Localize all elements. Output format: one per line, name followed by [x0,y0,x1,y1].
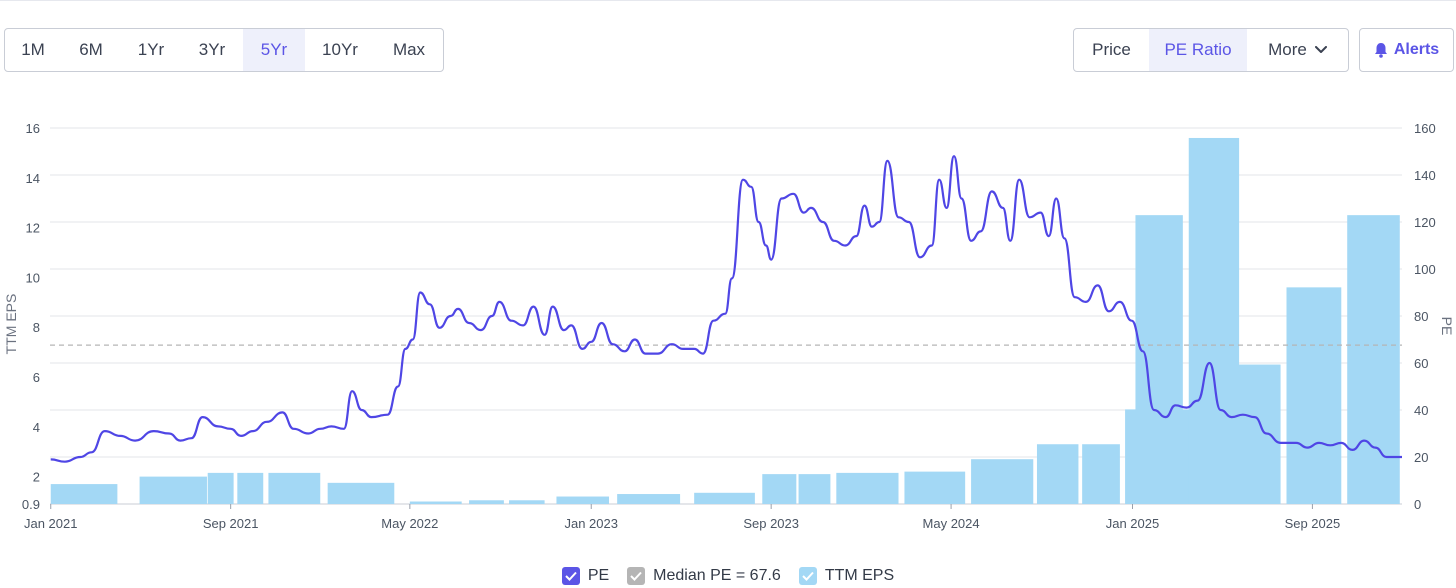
x-tick-label: Sep 2025 [1285,516,1341,531]
y-right-tick-label: 160 [1414,121,1436,136]
axis-labels: 0 20 40 60 80 100 120 140 160 0.9 2 4 6 8 10 12 14 16 Jan … [22,121,1436,531]
x-tick-label: Sep 2023 [743,516,799,531]
eps-bar[interactable] [509,500,545,504]
y-right-tick-label: 140 [1414,168,1436,183]
chart-legend: PE Median PE = 67.6 TTM EPS [0,564,1456,588]
eps-bar[interactable] [1347,215,1400,504]
legend-label-pe: PE [587,567,610,584]
range-10yr-button[interactable]: 10Yr [322,40,358,59]
y-left-tick-label: 8 [33,320,40,335]
y-right-tick-label: 120 [1414,215,1436,230]
eps-bar[interactable] [469,500,504,504]
chart-grid [50,127,1402,509]
top-divider [0,0,1456,1]
legend-item-median[interactable]: Median PE = 67.6 [627,567,781,585]
alerts-label: Alerts [1393,41,1440,58]
eps-bar[interactable] [836,472,899,504]
range-max-button[interactable]: Max [392,40,426,59]
x-tick-label: May 2024 [923,516,980,531]
x-tick-label: Jan 2023 [564,516,618,531]
eps-bars [50,137,1400,504]
chevron-down-icon [1314,46,1327,53]
eps-bar[interactable] [409,501,462,504]
eps-bar[interactable] [1082,444,1120,504]
bell-icon [1374,43,1387,58]
y-axis-left-title: TTM EPS [3,294,19,355]
price-view-button[interactable]: Price [1092,40,1131,59]
y-left-tick-label: 4 [33,420,40,435]
eps-bar[interactable] [798,474,831,504]
eps-bar[interactable] [1135,215,1183,504]
y-right-tick-label: 0 [1414,497,1421,512]
x-tick-label: Sep 2021 [203,516,259,531]
y-left-tick-label: 6 [33,370,40,385]
x-tick-label: May 2022 [381,516,438,531]
checkbox-checked-icon[interactable] [627,567,646,585]
chart-view-selector: Price PE Ratio More [1073,28,1349,72]
eps-bar[interactable] [50,484,118,504]
eps-bar[interactable] [694,492,755,504]
eps-bar[interactable] [762,474,797,504]
range-1yr-button[interactable]: 1Yr [137,40,165,59]
eps-bar[interactable] [1286,287,1342,504]
legend-item-pe[interactable]: PE [561,567,610,585]
y-left-tick-label: 12 [26,221,40,236]
y-right-tick-label: 80 [1414,309,1428,324]
pe-ratio-view-button[interactable]: PE Ratio [1149,29,1247,71]
pe-ratio-chart: 0 20 40 60 80 100 120 140 160 0.9 2 4 6 8 10 12 14 16 Jan … [3,121,1455,531]
more-label: More [1268,40,1307,59]
eps-bar[interactable] [327,482,395,504]
y-left-tick-label: 14 [26,171,40,186]
eps-bar[interactable] [904,471,966,504]
eps-bar[interactable] [617,494,681,504]
y-right-tick-label: 20 [1414,450,1428,465]
y-right-tick-label: 40 [1414,403,1428,418]
eps-bar[interactable] [971,459,1034,504]
y-right-tick-label: 60 [1414,356,1428,371]
time-range-selector: 1M 6M 1Yr 3Yr 5Yr 10Yr Max [4,28,444,72]
range-1m-button[interactable]: 1M [21,40,45,59]
range-3yr-button[interactable]: 3Yr [198,40,226,59]
x-tick-label: Jan 2025 [1106,516,1160,531]
pe-line [50,155,1402,463]
y-left-tick-label: 2 [33,470,40,485]
eps-bar[interactable] [1036,444,1079,504]
eps-bar[interactable] [237,472,264,504]
more-dropdown[interactable]: More [1247,29,1348,71]
range-6m-button[interactable]: 6M [79,40,103,59]
legend-label-eps: TTM EPS [824,567,895,584]
alerts-button[interactable]: Alerts [1359,28,1454,72]
legend-label-median: Median PE = 67.6 [653,567,781,584]
checkbox-checked-icon[interactable] [561,567,580,585]
y-axis-right-title: PE [1439,317,1455,336]
y-left-tick-label: 16 [26,121,40,136]
legend-item-eps[interactable]: TTM EPS [798,567,895,585]
y-right-tick-label: 100 [1414,262,1436,277]
eps-bar[interactable] [556,496,610,504]
eps-bar[interactable] [139,476,207,504]
checkbox-checked-icon[interactable] [798,567,817,585]
eps-bar[interactable] [268,472,321,504]
x-tick-label: Jan 2021 [24,516,78,531]
y-left-tick-label: 0.9 [22,497,40,512]
eps-bar[interactable] [207,472,234,504]
range-5yr-button[interactable]: 5Yr [243,29,305,71]
y-left-tick-label: 10 [26,270,40,285]
